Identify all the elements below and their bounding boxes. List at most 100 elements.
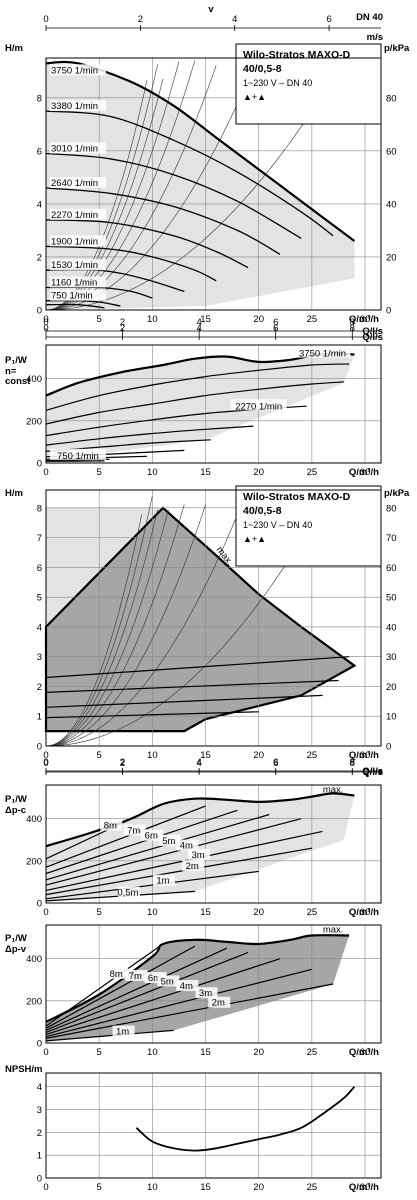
power-const-ytick: 0: [37, 459, 42, 470]
hq-range-ytick: 2: [37, 682, 42, 693]
pressure-tick: 60: [386, 146, 397, 157]
system-curve: [45, 509, 158, 747]
dpc-xtick: 5: [97, 907, 102, 918]
hq-range-ytick: 6: [37, 563, 42, 574]
curve-label-bg: [50, 142, 106, 154]
npsh-ylabel: NPSH/m: [5, 1064, 42, 1075]
system-curve: [45, 514, 142, 747]
curve-label-bg: [50, 289, 106, 301]
dpc-ytick: 200: [26, 856, 42, 867]
curve-label: 3m: [199, 988, 212, 999]
curve-label-bg: [117, 886, 140, 898]
pressure-tick: 0: [386, 306, 391, 317]
dpv-curve: [45, 943, 164, 1027]
curve-label: 1160 1/min: [51, 277, 97, 288]
power-const-xtick: 30: [360, 467, 371, 478]
curve-label: 1900 1/min: [51, 236, 98, 247]
hq-curves-ytick: 2: [37, 252, 42, 263]
dpv-ytick: 200: [26, 996, 42, 1007]
curve-label: 5m: [162, 836, 175, 847]
curve-label-bg: [50, 235, 106, 247]
hq-curves-xtick: 0: [43, 314, 48, 325]
curve-label-bg: [106, 967, 129, 979]
info-box-bg: [235, 43, 382, 125]
info-title: Wilo-Stratos MAXO-D: [243, 491, 351, 503]
info-subtitle: 1~230 V – DN 40: [243, 520, 312, 530]
curve-label-bg: [50, 208, 106, 220]
curve-label-bg: [195, 987, 218, 999]
npsh-frame: [45, 1072, 382, 1179]
dpc-curve: [45, 813, 270, 881]
control-range: [44, 506, 357, 733]
curve-label-bg: [182, 860, 205, 872]
curve-label-bg: [49, 448, 106, 460]
curve-label: 8m: [104, 821, 117, 832]
hq-range-xlabel: Q/m³/h: [349, 750, 379, 761]
system-curve: [45, 61, 180, 311]
system-curve: [45, 494, 329, 747]
power-const-xtick: 20: [253, 467, 264, 478]
system-curve: [45, 501, 243, 747]
dpc-flow-ls-label: Q/l/s: [362, 766, 383, 777]
hq-range-xtick: 0: [43, 750, 48, 761]
hq-curves-ytick: 8: [37, 93, 42, 104]
hq-curves-xtick: 10: [147, 314, 158, 325]
dpv-xtick: 10: [147, 1047, 158, 1058]
dpv-curve: [45, 958, 281, 1036]
curve-label-bg: [294, 346, 351, 358]
system-curve: [45, 65, 217, 311]
npsh-xtick: 30: [360, 1182, 371, 1193]
hq-range-ytick: 4: [37, 622, 42, 633]
power-curve: [45, 425, 254, 446]
curve-label: 2m: [212, 998, 225, 1009]
dpc-ylabel2: Δp-c: [5, 805, 26, 816]
curve-3010-1-min: [45, 152, 302, 239]
power-const-flow-label: Q/l/s: [362, 326, 383, 337]
dpc-curve: [45, 818, 302, 886]
pressure-tick: 50: [386, 593, 397, 604]
dpc-xtick: 10: [147, 907, 158, 918]
pressure-tick: 40: [386, 622, 397, 633]
power-ylabel2: n=: [5, 366, 17, 377]
pressure-tick: 40: [386, 199, 397, 210]
system-curve: [45, 67, 254, 311]
curve-label-bg: [50, 259, 106, 271]
dpc-flow-ls-ticklabel: 4: [196, 757, 201, 768]
range-curve: [45, 694, 323, 708]
dpv-ytick: 0: [37, 1039, 42, 1050]
dpv-curve: [45, 947, 228, 1031]
curve-3380-1-min: [45, 110, 334, 237]
curve-label: 3010 1/min: [51, 143, 98, 154]
curve-min: [45, 303, 105, 309]
power-const-flow-ticklabel: 4: [196, 317, 201, 328]
curve-label: 750 1/min: [57, 451, 99, 462]
curve-label: 4m: [180, 841, 193, 852]
system-curve: [45, 495, 153, 747]
hq-range-xtick: 10: [147, 750, 158, 761]
dpv-curve: [45, 983, 334, 1039]
curve-label-bg: [176, 839, 199, 851]
pressure-tick: 30: [386, 652, 397, 663]
curve-label: 2270 1/min: [51, 210, 98, 221]
dpv-curve: [45, 1029, 174, 1042]
curve-label-bg: [230, 399, 287, 411]
power-ylabel3: const: [5, 376, 31, 387]
curve-label: 4m: [180, 981, 193, 992]
dpv-curve: [45, 968, 313, 1038]
curve-label: 0,5m: [117, 888, 138, 899]
max-label: max.: [323, 784, 344, 795]
pressure-tick: 10: [386, 712, 397, 723]
curve-label-bg: [157, 975, 180, 987]
dpv-curve: [45, 945, 196, 1029]
hq-curves-ytick: 0: [37, 306, 42, 317]
curve-1900-1-min: [45, 245, 217, 282]
max-label: max.: [323, 924, 344, 935]
info-title: Wilo-Stratos MAXO-D: [243, 49, 351, 61]
power-const-flow-ticklabel: 8: [350, 317, 355, 328]
range-curve: [45, 656, 350, 679]
system-curve: [45, 60, 345, 311]
dpc-flow-ls-ticklabel: 2: [120, 757, 125, 768]
hq-range-frame: [45, 489, 382, 747]
dpc-curve: [45, 870, 259, 900]
curve-2640-1-min: [45, 187, 281, 255]
